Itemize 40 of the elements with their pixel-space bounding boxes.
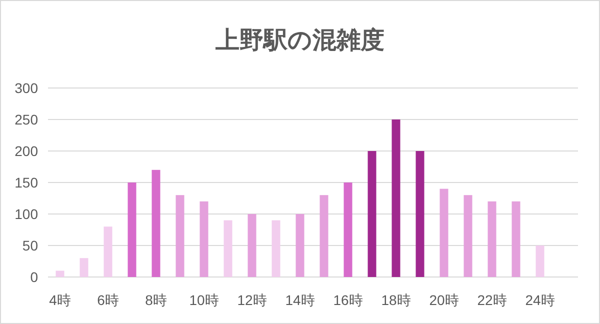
y-tick-label: 150 bbox=[14, 174, 38, 190]
bar bbox=[464, 195, 472, 277]
bar bbox=[56, 270, 64, 277]
x-tick-label: 14時 bbox=[285, 292, 315, 308]
bar bbox=[104, 226, 112, 277]
bar bbox=[248, 214, 256, 277]
bar bbox=[200, 201, 208, 277]
x-tick-label: 18時 bbox=[381, 292, 411, 308]
bar bbox=[488, 201, 496, 277]
bar bbox=[272, 220, 280, 277]
y-tick-label: 300 bbox=[14, 80, 38, 96]
x-tick-label: 24時 bbox=[525, 292, 555, 308]
y-tick-label: 50 bbox=[22, 238, 38, 254]
bar bbox=[392, 120, 400, 277]
y-tick-label: 200 bbox=[14, 143, 38, 159]
bar bbox=[296, 214, 304, 277]
bar bbox=[176, 195, 184, 277]
bar bbox=[512, 201, 520, 277]
bar bbox=[368, 151, 376, 277]
y-tick-label: 100 bbox=[14, 206, 38, 222]
chart-title: 上野駅の混雑度 bbox=[214, 27, 384, 54]
bar bbox=[152, 170, 160, 277]
bar bbox=[416, 151, 424, 277]
x-tick-label: 22時 bbox=[477, 292, 507, 308]
bar bbox=[320, 195, 328, 277]
bar bbox=[80, 258, 88, 277]
x-tick-label: 8時 bbox=[145, 292, 167, 308]
bar bbox=[440, 188, 448, 277]
bar bbox=[128, 182, 136, 277]
bar bbox=[344, 182, 352, 277]
x-tick-label: 16時 bbox=[333, 292, 363, 308]
y-tick-label: 0 bbox=[30, 269, 38, 285]
x-tick-label: 20時 bbox=[429, 292, 459, 308]
x-tick-label: 6時 bbox=[97, 292, 119, 308]
x-tick-label: 12時 bbox=[237, 292, 267, 308]
x-tick-label: 10時 bbox=[189, 292, 219, 308]
y-tick-label: 250 bbox=[14, 112, 38, 128]
x-tick-label: 4時 bbox=[49, 292, 71, 308]
bar bbox=[224, 220, 232, 277]
bar bbox=[536, 246, 544, 277]
